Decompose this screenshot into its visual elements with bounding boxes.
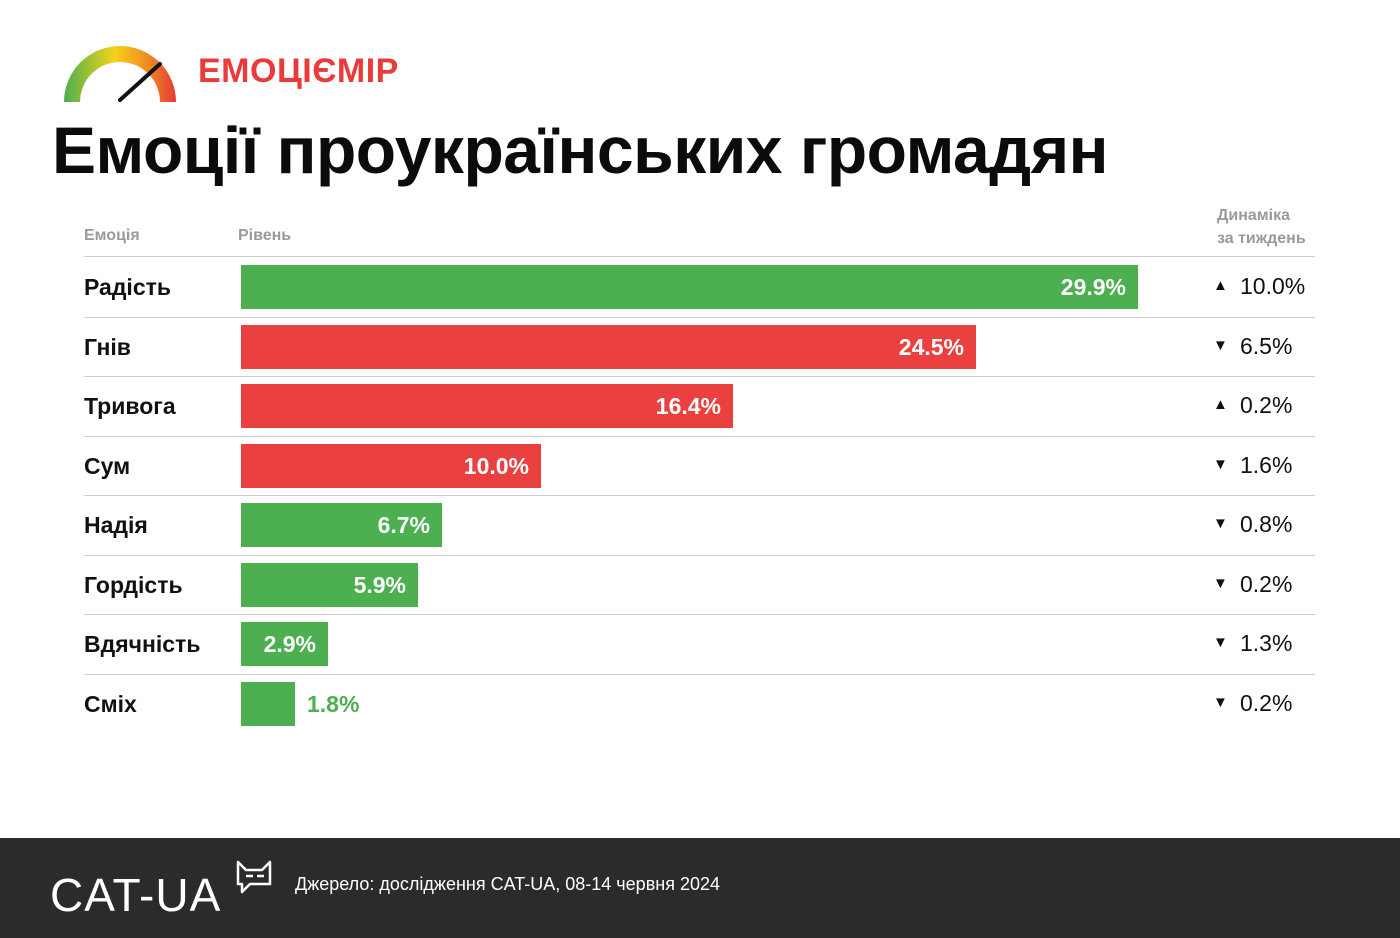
row-divider — [84, 495, 1315, 496]
weekly-change-value: 0.2% — [1240, 570, 1293, 597]
weekly-change-value: 1.6% — [1240, 451, 1293, 478]
bar-value-label: 5.9% — [353, 571, 406, 598]
column-header-dynamics-line2: за тиждень — [1217, 230, 1306, 247]
cat-speech-bubble-icon — [236, 860, 272, 894]
column-header-dynamics: Динаміка за тиждень — [1217, 204, 1327, 250]
source-note: Джерело: дослідження CAT-UA, 08-14 червн… — [295, 874, 720, 894]
arrow-down-icon: ▼ — [1213, 515, 1228, 532]
bar — [241, 384, 733, 428]
page-title: Емоції проукраїнських громадян — [52, 113, 1109, 187]
emotion-label: Вдячність — [84, 631, 201, 657]
emotion-label: Надія — [84, 512, 148, 538]
speedometer-gauge-icon — [64, 46, 176, 102]
emotion-label: Гнів — [84, 333, 131, 360]
arrow-up-icon: ▲ — [1213, 396, 1228, 413]
bar — [241, 681, 295, 726]
bar — [241, 503, 442, 547]
bar-value-label: 10.0% — [463, 452, 529, 479]
brand-name: ЕМОЦІЄМІР — [198, 52, 399, 90]
emotion-label: Радість — [84, 274, 172, 300]
column-header-emotion: Емоція — [84, 227, 140, 244]
arrow-up-icon: ▲ — [1213, 277, 1228, 294]
emotion-label: Гордість — [84, 571, 183, 598]
arrow-down-icon: ▼ — [1213, 455, 1228, 473]
row-divider — [84, 554, 1315, 556]
bar-value-label: 2.9% — [263, 631, 316, 657]
footer-logo-text: CAT-UA — [50, 869, 222, 921]
emotion-label: Тривога — [84, 393, 176, 419]
bar-value-label: 16.4% — [655, 393, 721, 419]
bar — [241, 265, 1138, 309]
row-divider — [84, 435, 1315, 437]
bar-value-label: 1.8% — [307, 690, 360, 717]
arrow-down-icon: ▼ — [1213, 693, 1228, 711]
bar-value-label: 6.7% — [377, 512, 430, 538]
arrow-down-icon: ▼ — [1213, 574, 1228, 592]
bar-value-label: 29.9% — [1060, 274, 1126, 300]
row-divider — [84, 376, 1315, 377]
bar — [241, 562, 418, 607]
arrow-down-icon: ▼ — [1213, 336, 1228, 354]
weekly-change-value: 6.5% — [1240, 332, 1293, 359]
emotion-label: Сміх — [84, 690, 137, 717]
row-divider — [84, 316, 1315, 318]
row-divider — [84, 673, 1315, 675]
row-divider — [84, 614, 1315, 615]
arrow-down-icon: ▼ — [1213, 634, 1228, 651]
bar-chart: Радість 29.9% ▲ 10.0% Гнів 24.5% ▼ 6.5% Тривога 1… — [84, 265, 1315, 726]
column-header-level: Рівень — [238, 227, 292, 244]
weekly-change-value: 0.8% — [1240, 511, 1293, 537]
table-header-divider — [84, 256, 1315, 257]
weekly-change-value: 0.2% — [1240, 689, 1293, 716]
column-header-dynamics-line1: Динаміка — [1217, 207, 1290, 224]
bar — [241, 324, 976, 369]
bar — [241, 622, 328, 666]
bar — [241, 443, 541, 488]
footer: CAT-UA Джерело: дослідження CAT-UA, 08-1… — [0, 838, 1400, 938]
footer-logo: CAT-UA — [50, 860, 280, 921]
emotion-label: Сум — [84, 452, 131, 479]
bar-value-label: 24.5% — [898, 333, 964, 360]
weekly-change-value: 1.3% — [1240, 630, 1293, 656]
weekly-change-value: 10.0% — [1240, 273, 1306, 299]
weekly-change-value: 0.2% — [1240, 392, 1293, 418]
brand: ЕМОЦІЄМІР — [52, 38, 432, 108]
